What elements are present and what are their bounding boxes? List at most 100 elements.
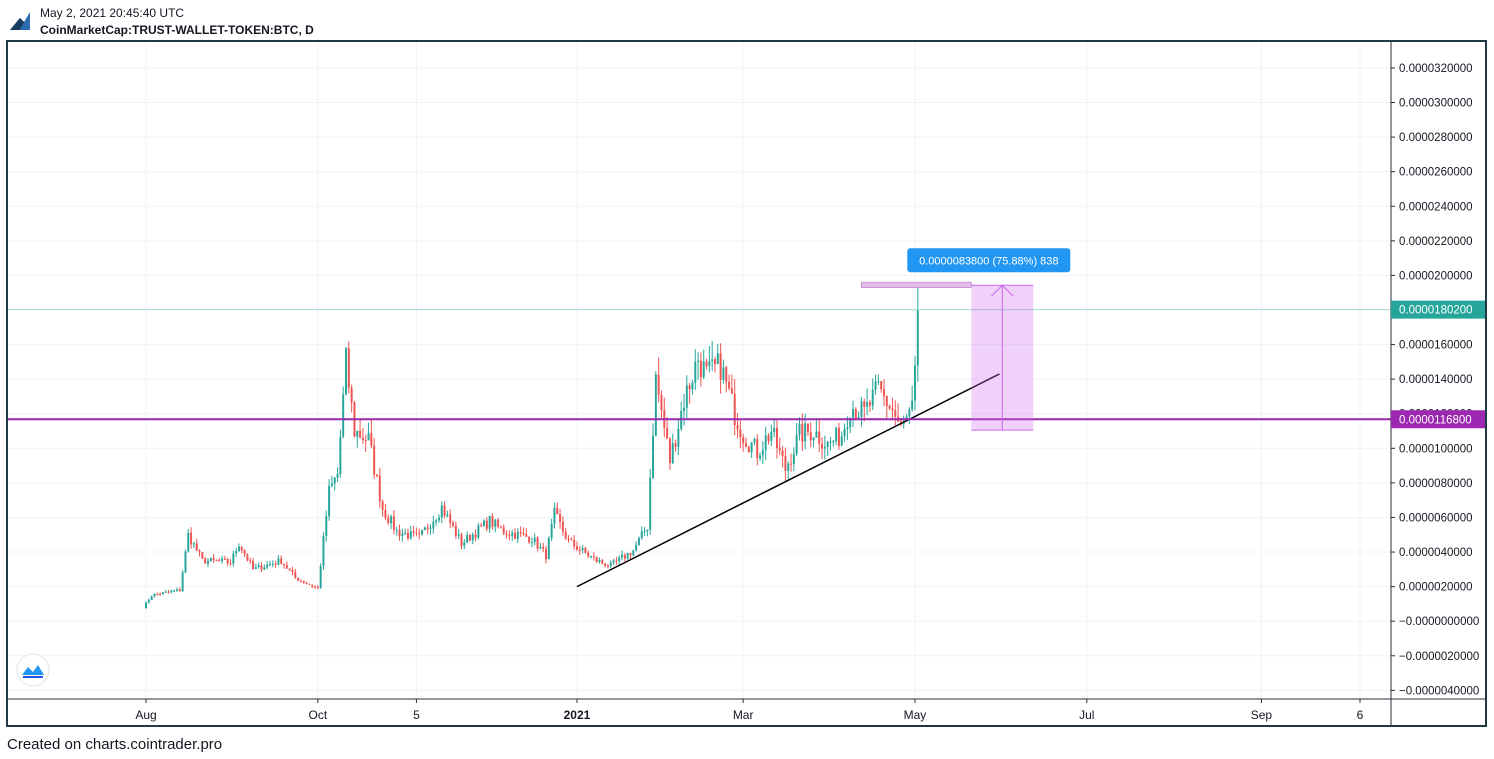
- price-axis-tick-label: 0.0000060000: [1399, 512, 1473, 524]
- candle-body: [485, 520, 488, 529]
- candle-body: [615, 560, 618, 562]
- candle-body: [243, 550, 246, 555]
- candle-body: [173, 590, 176, 592]
- price-range-label: 0.0000083800 (75.88%) 838: [919, 255, 1058, 267]
- price-axis-tick-label: 0.0000080000: [1399, 478, 1473, 490]
- candle-body: [423, 527, 426, 531]
- candle-body: [652, 435, 655, 479]
- candle-body: [668, 438, 671, 464]
- candle-body: [871, 389, 874, 406]
- price-axis-tick-label: 0.0000140000: [1399, 374, 1473, 386]
- candle-body: [446, 514, 449, 516]
- candle-body: [677, 428, 680, 447]
- candle-body: [852, 409, 854, 418]
- candle-body: [626, 553, 629, 559]
- candle-body: [466, 535, 469, 543]
- candle-body: [798, 423, 801, 435]
- candle-body: [818, 431, 821, 444]
- candle-body: [860, 401, 863, 417]
- candle-body: [184, 551, 187, 573]
- candle-body: [711, 359, 714, 362]
- candle-body: [443, 505, 446, 516]
- candle-body: [474, 534, 477, 538]
- candle-body: [570, 539, 573, 541]
- candle-body: [837, 427, 840, 446]
- candle-body: [849, 417, 852, 428]
- candle-body: [330, 483, 333, 486]
- candle-body: [685, 385, 688, 408]
- candle-body: [640, 531, 643, 539]
- candle-body: [229, 563, 232, 565]
- candle-body: [463, 542, 466, 546]
- candle-body: [311, 584, 314, 587]
- candle-body: [857, 416, 860, 419]
- candle-body: [497, 519, 500, 527]
- tradingview-logo-icon[interactable]: [16, 653, 50, 687]
- candle-body: [843, 429, 846, 437]
- candle-body: [409, 531, 412, 539]
- candle-body: [832, 441, 835, 443]
- highlight-band: [860, 281, 972, 289]
- candle-body: [502, 527, 505, 534]
- candle-body: [361, 437, 364, 440]
- candle-body: [232, 553, 235, 564]
- last-price-tag: 0.0000180200: [1399, 305, 1473, 317]
- candle-body: [392, 516, 395, 530]
- time-axis-tick-label: May: [904, 708, 927, 722]
- candle-body: [342, 394, 345, 437]
- candle-body: [294, 572, 297, 578]
- candle-body: [612, 560, 615, 563]
- candle-body: [240, 546, 243, 551]
- candle-body: [812, 437, 815, 441]
- candle-body: [671, 443, 674, 464]
- candle-body: [305, 582, 308, 584]
- candle-body: [759, 455, 762, 459]
- candle-body: [288, 568, 291, 571]
- candle-body: [468, 535, 471, 541]
- candle-body: [559, 513, 562, 523]
- time-axis-tick-label: 5: [413, 708, 420, 722]
- candle-body: [198, 550, 201, 553]
- candle-body: [426, 527, 429, 530]
- candle-body: [440, 505, 443, 518]
- candle-body: [477, 525, 480, 538]
- candle-body: [302, 581, 305, 583]
- chart-datetime: May 2, 2021 20:45:40 UTC: [40, 6, 185, 20]
- candle-body: [542, 546, 545, 549]
- candle-body: [885, 395, 888, 406]
- candle-body: [761, 449, 764, 456]
- chart-frame: 0.0000083800 (75.88%) 838 0.0000320000 0.…: [6, 40, 1487, 727]
- candle-body: [483, 520, 486, 527]
- candle-body: [719, 353, 722, 380]
- candlestick-series: [145, 282, 919, 609]
- candle-body: [398, 529, 401, 536]
- candle-body: [223, 558, 226, 560]
- candle-body: [209, 558, 212, 561]
- candle-body: [206, 560, 209, 564]
- candle-body: [359, 430, 362, 438]
- candle-body: [370, 433, 373, 446]
- candle-body: [863, 401, 866, 407]
- candle-body: [539, 546, 542, 549]
- candle-body: [654, 374, 657, 436]
- candle-body: [159, 594, 162, 596]
- candle-body: [691, 382, 694, 390]
- candle-body: [488, 516, 491, 529]
- candle-body: [584, 547, 587, 553]
- candle-body: [573, 540, 576, 547]
- price-chart[interactable]: 0.0000083800 (75.88%) 838 0.0000320000 0.…: [8, 42, 1485, 725]
- candle-body: [161, 592, 164, 595]
- candle-body: [592, 555, 595, 558]
- candle-body: [308, 583, 311, 585]
- candle-body: [167, 591, 170, 593]
- price-axis-tick-label: −0.0000040000: [1399, 685, 1479, 697]
- axes: 0.00003200000.00003000000.00002800000.00…: [8, 42, 1485, 725]
- candle-body: [657, 374, 660, 395]
- candle-body: [728, 381, 731, 389]
- candle-body: [643, 531, 646, 533]
- time-axis-tick-label: Jul: [1079, 708, 1094, 722]
- candle-body: [274, 563, 277, 565]
- candle-body: [421, 530, 424, 535]
- candle-body: [840, 436, 843, 446]
- candle-body: [263, 567, 266, 570]
